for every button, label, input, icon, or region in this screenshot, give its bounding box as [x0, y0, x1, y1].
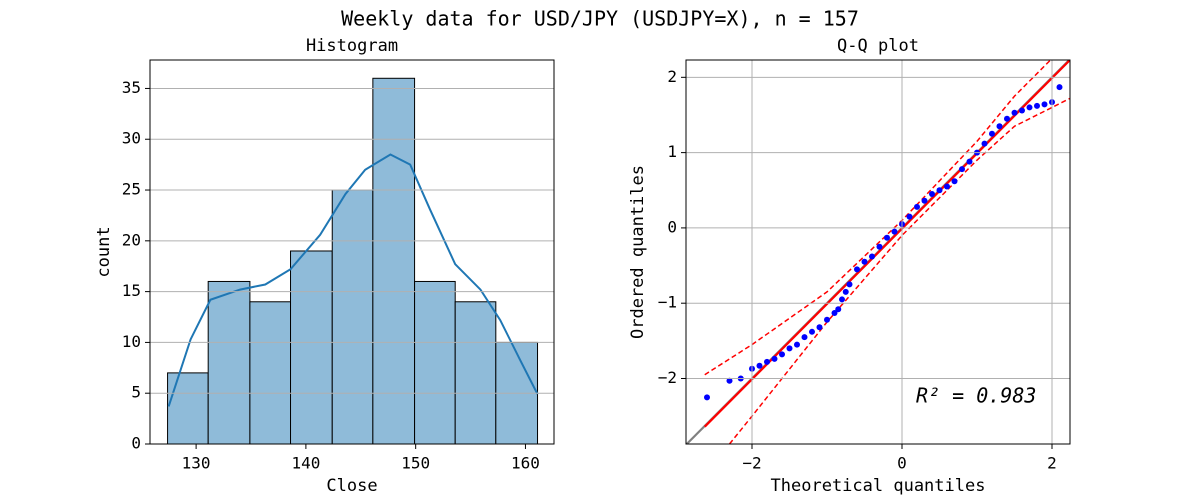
x-tick-label: 2	[1047, 454, 1057, 473]
y-tick-label: 35	[122, 78, 141, 97]
axes: 0 5 10 15 20 25 30 35 130 140 150 160 Histogram Close…	[94, 36, 555, 496]
point	[1056, 84, 1063, 91]
point	[929, 191, 935, 198]
point	[906, 213, 913, 220]
x-tick-label: 160	[511, 454, 540, 473]
point	[816, 324, 823, 331]
bar	[414, 280, 456, 444]
y-tick-label: 15	[122, 281, 141, 300]
y-tick-label: 5	[131, 383, 141, 402]
bar	[167, 372, 209, 444]
point	[1011, 109, 1018, 116]
point	[842, 288, 849, 295]
figure-title: Weekly data for USD/JPY (USDJPY=X), n = …	[341, 7, 859, 31]
plot-area	[167, 77, 539, 444]
point	[1034, 102, 1040, 109]
y-tick-label: 1	[667, 142, 677, 161]
bar	[290, 250, 333, 444]
kde-line	[167, 153, 539, 407]
point	[996, 123, 1003, 130]
point	[831, 309, 838, 316]
point	[876, 243, 883, 250]
y-axis-label: count	[94, 226, 114, 277]
y-tick-label: 25	[122, 180, 141, 199]
point	[944, 183, 950, 190]
y-tick-label: −1	[658, 293, 677, 312]
point	[704, 394, 710, 401]
x-axis-label: Close	[326, 476, 377, 496]
axes-title: Histogram	[306, 36, 398, 56]
point	[839, 296, 845, 303]
point	[869, 253, 875, 260]
point	[861, 258, 868, 265]
bar	[331, 189, 374, 444]
point	[794, 341, 800, 348]
fit-line	[703, 60, 1070, 428]
point	[846, 281, 853, 288]
point	[1019, 107, 1025, 114]
point	[884, 234, 890, 241]
y-tick-label: 0	[667, 217, 677, 236]
axes-frame	[149, 59, 555, 445]
axes-frame	[685, 59, 1071, 445]
x-tick-label: 130	[182, 454, 211, 473]
point	[1026, 104, 1033, 111]
band-line	[704, 60, 1052, 376]
point	[824, 316, 830, 323]
x-tick-label: −2	[742, 454, 761, 473]
point	[936, 187, 943, 194]
point	[835, 306, 842, 313]
point	[801, 334, 808, 341]
y-tick-label: 10	[122, 332, 141, 351]
point	[914, 203, 920, 210]
point	[989, 130, 995, 137]
axes: −2 −1 0 1 2 −2 0 2 R² = 0.983 Q-Q plot Theoretical…	[628, 36, 1071, 496]
point	[966, 158, 973, 165]
y-tick-label: 0	[131, 434, 141, 453]
point	[981, 140, 988, 147]
point	[854, 266, 860, 273]
point	[779, 351, 785, 358]
point	[771, 355, 778, 362]
point	[809, 328, 815, 335]
y-tick-label: 20	[122, 230, 141, 249]
y-tick-label: −2	[658, 368, 677, 387]
bar	[372, 77, 416, 444]
x-tick-label: 150	[401, 454, 430, 473]
bar	[249, 301, 292, 444]
y-tick-label: 2	[667, 67, 677, 86]
point	[726, 377, 733, 384]
point	[756, 362, 763, 369]
point	[959, 166, 965, 173]
annotation: R² = 0.983	[916, 384, 1036, 408]
point	[1041, 101, 1048, 108]
axes-title: Q-Q plot	[837, 36, 919, 56]
point	[786, 345, 793, 352]
x-tick-label: 140	[291, 454, 320, 473]
y-axis-label: Ordered quantiles	[628, 165, 648, 339]
y-tick-label: 30	[122, 129, 141, 148]
point	[764, 358, 770, 365]
point	[951, 178, 958, 185]
x-axis-label: Theoretical quantiles	[771, 476, 986, 496]
point	[891, 228, 898, 235]
bar	[454, 301, 497, 444]
bar	[207, 280, 251, 444]
x-tick-label: 0	[897, 454, 907, 473]
point	[1004, 115, 1010, 122]
point	[921, 197, 928, 204]
